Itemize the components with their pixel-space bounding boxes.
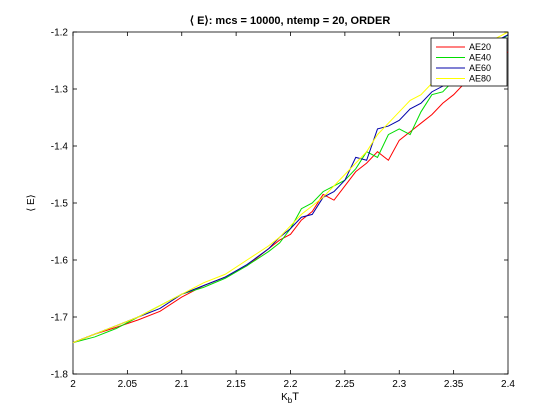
x-tick-label: 2.2 xyxy=(284,379,298,390)
x-tick-label: 2 xyxy=(70,379,76,390)
x-axis-label: KbT xyxy=(281,391,299,405)
y-tick-label: -1.5 xyxy=(51,199,69,210)
x-tick-label: 2.05 xyxy=(118,379,138,390)
y-tick-label: -1.7 xyxy=(51,313,69,324)
legend-label: AE40 xyxy=(469,53,491,63)
x-axis-label-sub: b xyxy=(288,396,293,405)
legend-label: AE60 xyxy=(469,63,491,73)
x-tick-label: 2.35 xyxy=(444,379,464,390)
y-tick-label: -1.4 xyxy=(51,142,69,153)
series-line-ae20 xyxy=(72,51,509,344)
axis-ticks: 2 2.05 2.1 2.15 2.2 2.25 2.3 2.35 2.4 -1.8 -1.7 -1.… xyxy=(51,28,516,391)
x-tick-label: 2.15 xyxy=(226,379,246,390)
x-tick-label: 2.1 xyxy=(175,379,189,390)
chart-title: ⟨ E⟩: mcs = 10000, ntemp = 20, ORDER xyxy=(190,15,391,27)
y-tick-label: -1.6 xyxy=(51,256,69,267)
x-tick-label: 2.3 xyxy=(392,379,406,390)
legend-label: AE20 xyxy=(469,42,491,52)
y-tick-label: -1.2 xyxy=(51,28,69,39)
legend-label: AE80 xyxy=(469,74,491,84)
y-axis-label: ⟨ E⟩ xyxy=(26,194,37,211)
x-axis-label-main: K xyxy=(281,392,288,403)
x-axis-label-tail: T xyxy=(292,391,299,403)
y-tick-label: -1.8 xyxy=(51,370,69,381)
y-tick-label: -1.3 xyxy=(51,85,69,96)
x-tick-label: 2.4 xyxy=(501,379,515,390)
x-tick-label: 2.25 xyxy=(335,379,355,390)
